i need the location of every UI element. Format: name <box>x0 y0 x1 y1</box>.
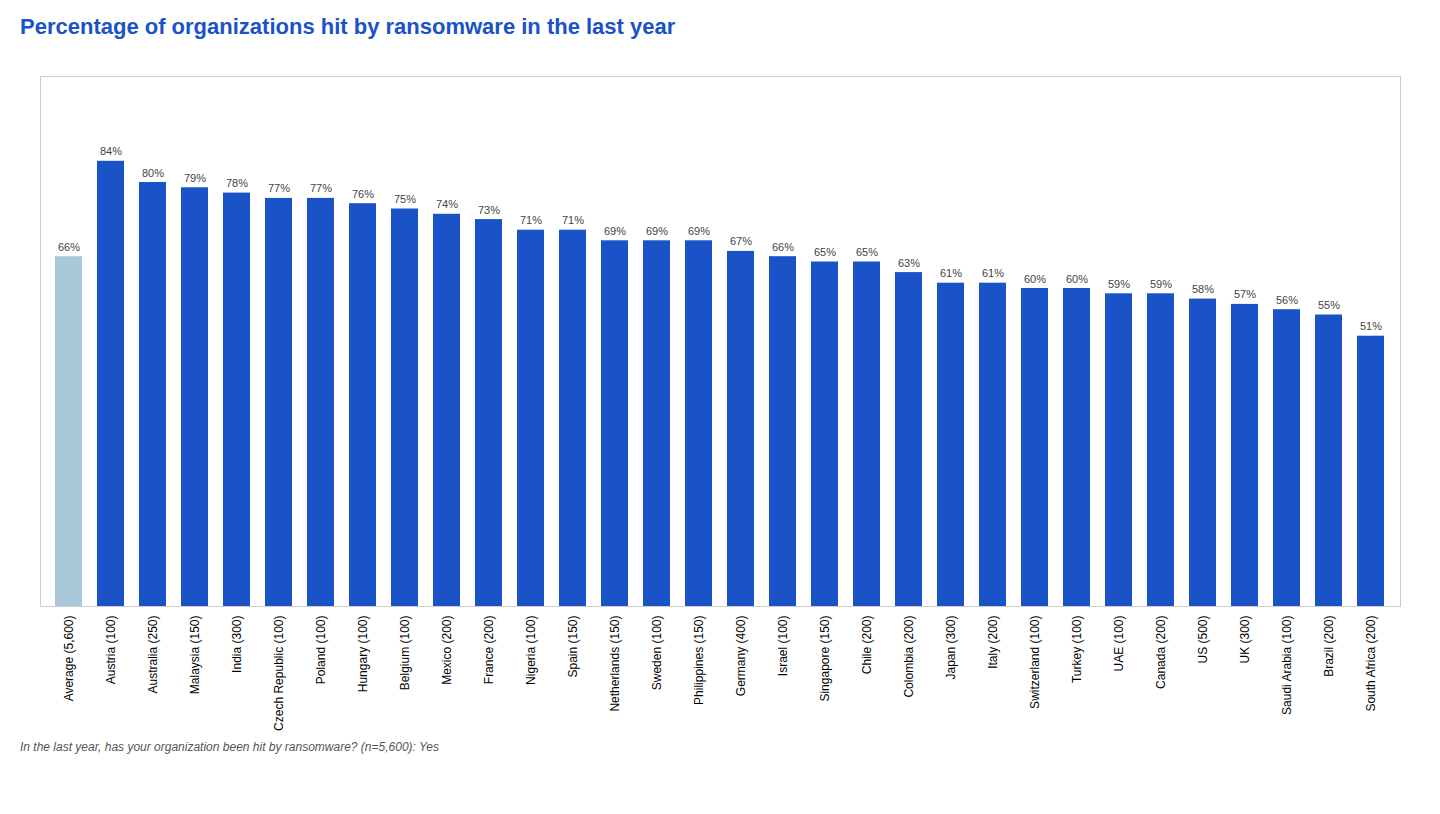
svg-text:Poland (100): Poland (100) <box>314 616 328 685</box>
svg-text:Colombia (200): Colombia (200) <box>902 616 916 698</box>
svg-text:Switzerland (100): Switzerland (100) <box>1028 615 1042 708</box>
svg-text:55%: 55% <box>1318 299 1340 311</box>
svg-text:60%: 60% <box>1024 273 1046 285</box>
svg-text:59%: 59% <box>1150 278 1172 290</box>
svg-text:65%: 65% <box>814 246 836 258</box>
svg-text:Malaysia (150): Malaysia (150) <box>188 616 202 695</box>
svg-text:Hungary (100): Hungary (100) <box>356 616 370 693</box>
svg-text:61%: 61% <box>982 267 1004 279</box>
svg-text:51%: 51% <box>1360 320 1382 332</box>
svg-text:76%: 76% <box>352 188 374 200</box>
svg-text:India (300): India (300) <box>230 616 244 673</box>
svg-text:Turkey (100): Turkey (100) <box>1070 615 1084 683</box>
svg-text:Austria (100): Austria (100) <box>104 616 118 685</box>
svg-text:61%: 61% <box>940 267 962 279</box>
svg-text:78%: 78% <box>226 177 248 189</box>
svg-text:69%: 69% <box>688 225 710 237</box>
svg-text:Nigeria (100): Nigeria (100) <box>524 616 538 685</box>
svg-text:57%: 57% <box>1234 288 1256 300</box>
svg-text:US (500): US (500) <box>1196 616 1210 664</box>
svg-text:Japan (300): Japan (300) <box>944 616 958 680</box>
svg-text:Mexico (200): Mexico (200) <box>440 615 454 684</box>
svg-text:65%: 65% <box>856 246 878 258</box>
svg-text:UK (300): UK (300) <box>1238 616 1252 664</box>
svg-text:77%: 77% <box>268 182 290 194</box>
html-text:Percentage of organizations hi: Percentage of organizations hit by ranso… <box>20 14 676 39</box>
svg-text:Average (5,600): Average (5,600) <box>62 616 76 702</box>
svg-text:Australia (250): Australia (250) <box>146 616 160 694</box>
svg-text:74%: 74% <box>436 198 458 210</box>
svg-text:79%: 79% <box>184 172 206 184</box>
svg-text:80%: 80% <box>142 167 164 179</box>
svg-text:Italy (200): Italy (200) <box>986 616 1000 669</box>
svg-text:Belgium (100): Belgium (100) <box>398 615 412 690</box>
svg-text:Netherlands (150): Netherlands (150) <box>608 616 622 712</box>
svg-text:69%: 69% <box>646 225 668 237</box>
svg-text:66%: 66% <box>772 241 794 253</box>
svg-text:73%: 73% <box>478 204 500 216</box>
svg-text:Germany (400): Germany (400) <box>734 616 748 697</box>
html-text:In the last year, has your org: In the last year, has your organization … <box>20 740 439 754</box>
svg-text:Chile (200): Chile (200) <box>860 616 874 675</box>
svg-text:71%: 71% <box>520 214 542 226</box>
svg-text:69%: 69% <box>604 225 626 237</box>
svg-text:Philippines (150): Philippines (150) <box>692 616 706 705</box>
svg-text:56%: 56% <box>1276 294 1298 306</box>
svg-text:66%: 66% <box>58 241 80 253</box>
svg-text:Czech Republic (100): Czech Republic (100) <box>272 615 286 730</box>
svg-text:France (200): France (200) <box>482 616 496 685</box>
svg-text:60%: 60% <box>1066 273 1088 285</box>
svg-text:Israel (100): Israel (100) <box>776 616 790 677</box>
svg-text:Spain (150): Spain (150) <box>566 616 580 678</box>
svg-text:Saudi Arabia (100): Saudi Arabia (100) <box>1280 616 1294 715</box>
svg-text:Canada (200): Canada (200) <box>1154 616 1168 689</box>
svg-text:84%: 84% <box>100 145 122 157</box>
svg-text:South Africa (200): South Africa (200) <box>1364 616 1378 712</box>
svg-text:Singapore (150): Singapore (150) <box>818 616 832 702</box>
svg-text:63%: 63% <box>898 257 920 269</box>
svg-text:UAE (100): UAE (100) <box>1112 616 1126 672</box>
svg-text:Sweden (100): Sweden (100) <box>650 616 664 691</box>
svg-text:Brazil (200): Brazil (200) <box>1322 616 1336 677</box>
svg-text:59%: 59% <box>1108 278 1130 290</box>
svg-text:67%: 67% <box>730 235 752 247</box>
svg-text:71%: 71% <box>562 214 584 226</box>
svg-text:75%: 75% <box>394 193 416 205</box>
svg-text:77%: 77% <box>310 182 332 194</box>
svg-text:58%: 58% <box>1192 283 1214 295</box>
